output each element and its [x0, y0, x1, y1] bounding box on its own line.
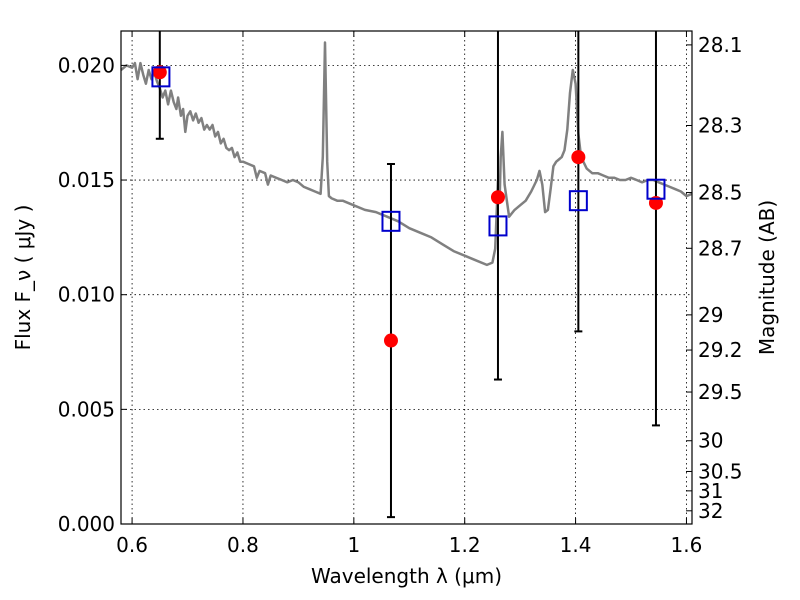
- right-tick-label: 32: [698, 499, 723, 523]
- x-tick-label: 0.8: [227, 533, 259, 557]
- observed-point: [571, 150, 586, 165]
- model-point: [646, 178, 666, 200]
- x-tick-labels: 0.6 0.8 1 1.2 1.4 1.6: [116, 533, 702, 557]
- x-tick-label: 1.2: [449, 533, 481, 557]
- observed-points-layer: [152, 65, 663, 348]
- model-point: [568, 190, 588, 212]
- model-point: [381, 210, 401, 232]
- model-spectrum-line: [120, 41, 693, 267]
- right-tick-label: 28.5: [698, 181, 743, 205]
- right-tick-label: 30: [698, 429, 723, 453]
- observed-point: [152, 65, 167, 80]
- x-tick-label: 1.6: [671, 533, 703, 557]
- y-tick-label: 0.010: [58, 283, 115, 307]
- y-tick-labels: 0.000 0.005 0.010 0.015 0.020: [58, 53, 115, 536]
- right-tick-label: 31: [698, 479, 723, 503]
- right-tick-label: 28.3: [698, 113, 743, 137]
- observed-point: [383, 333, 398, 348]
- right-tick-label: 30.5: [698, 459, 743, 483]
- model-point: [151, 66, 171, 88]
- x-tick-label: 1.4: [560, 533, 592, 557]
- y-axis-label: Flux F_ν ( μJy ): [11, 205, 35, 351]
- axis-ticks: [121, 31, 692, 525]
- right-tick-label: 29.5: [698, 380, 743, 404]
- observed-point: [490, 190, 505, 205]
- y-tick-label: 0.000: [58, 512, 115, 536]
- x-tick-label: 0.6: [116, 533, 148, 557]
- x-axis-label: Wavelength λ (μm): [311, 564, 502, 588]
- error-bar-layer: [155, 31, 660, 519]
- model-spectrum-layer: [120, 41, 693, 267]
- right-tick-label: 29.2: [698, 338, 743, 362]
- y-tick-label: 0.020: [58, 53, 115, 77]
- model-point: [488, 215, 508, 237]
- right-tick-label: 29: [698, 303, 723, 327]
- plot-frame: [120, 30, 693, 525]
- right-tick-label: 28.1: [698, 33, 743, 57]
- y-tick-label: 0.005: [58, 397, 115, 421]
- model-points-layer: [151, 66, 666, 237]
- grid-lines: [121, 31, 692, 525]
- right-tick-label: 28.7: [698, 236, 743, 260]
- right-axis-label: Magnitude (AB): [755, 200, 779, 355]
- y-tick-label: 0.015: [58, 168, 115, 192]
- x-tick-label: 1: [347, 533, 360, 557]
